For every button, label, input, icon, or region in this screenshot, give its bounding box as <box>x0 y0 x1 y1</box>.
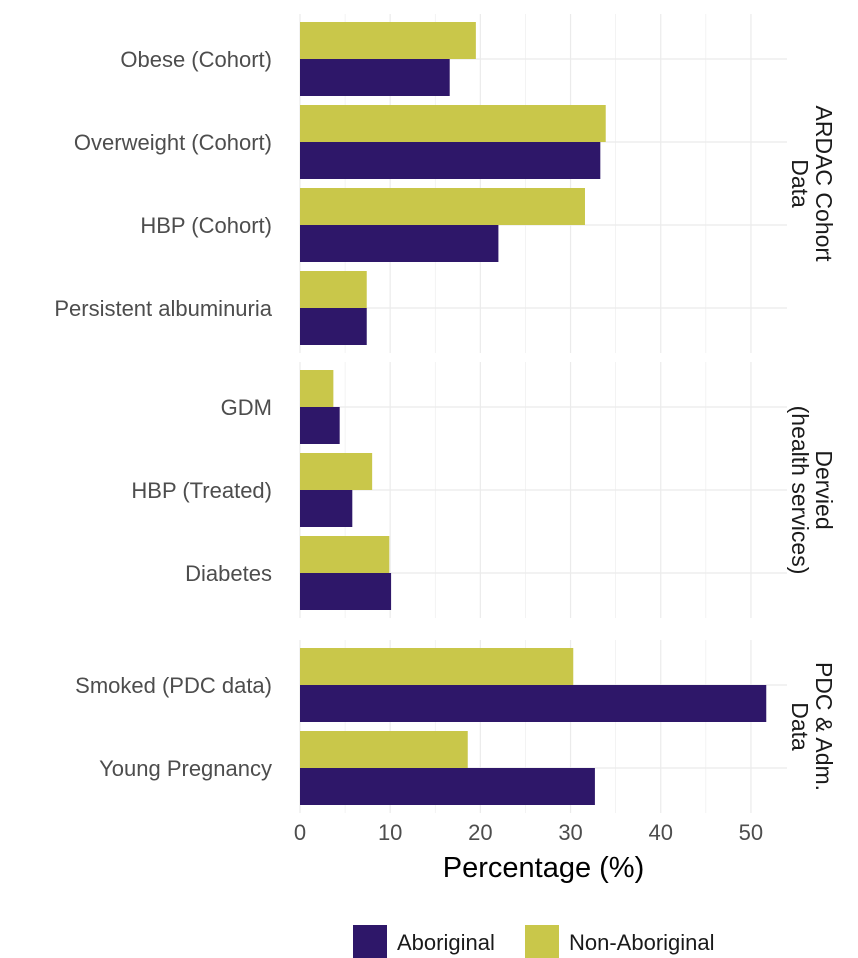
legend-key-aboriginal <box>353 925 387 958</box>
panel-2: GDM HBP (Treated) Diabetes Dervied(health s… <box>131 362 837 618</box>
y-tick-label: Young Pregnancy <box>99 756 272 781</box>
facet-strip-label: PDC & Adm.Data <box>787 662 837 791</box>
facet-strip-label: ARDAC CohortData <box>787 106 837 263</box>
panel-1: Obese (Cohort) Overweight (Cohort) HBP (Co… <box>54 14 837 353</box>
bar-non-aboriginal-gdm <box>300 370 334 407</box>
y-tick-label: Overweight (Cohort) <box>74 130 272 155</box>
bar-aboriginal-diabetes <box>300 573 392 610</box>
x-axis-title: Percentage (%) <box>443 852 645 884</box>
bar-non-aboriginal-hbp-treated <box>300 453 373 490</box>
bar-aboriginal-hbp-cohort <box>300 225 499 262</box>
x-tick-label: 50 <box>739 820 763 845</box>
bar-non-aboriginal-obese-cohort <box>300 22 476 59</box>
y-tick-label: GDM <box>221 395 272 420</box>
bar-non-aboriginal-diabetes <box>300 536 390 573</box>
y-tick-label: HBP (Cohort) <box>140 213 272 238</box>
facet-strip-label: Dervied(health services) <box>787 406 837 575</box>
bar-aboriginal-gdm <box>300 407 340 444</box>
bar-non-aboriginal-overweight-cohort <box>300 105 606 142</box>
x-tick-label: 20 <box>468 820 492 845</box>
y-tick-label: Smoked (PDC data) <box>75 673 272 698</box>
bar-non-aboriginal-hbp-cohort <box>300 188 585 225</box>
bar-non-aboriginal-smoked-pdc-data <box>300 648 574 685</box>
bar-aboriginal-overweight-cohort <box>300 142 601 179</box>
bar-non-aboriginal-persistent-albuminuria <box>300 271 367 308</box>
legend: Aboriginal Non-Aboriginal <box>353 925 715 958</box>
chart-panels: Obese (Cohort) Overweight (Cohort) HBP (Co… <box>54 14 837 813</box>
x-tick-label: 0 <box>294 820 306 845</box>
x-axis: 0 10 20 30 40 50 <box>294 820 763 845</box>
y-tick-label: Obese (Cohort) <box>120 47 272 72</box>
legend-key-non-aboriginal <box>525 925 559 958</box>
panel-3: Smoked (PDC data) Young Pregnancy PDC & Ad… <box>75 640 837 813</box>
bar-aboriginal-obese-cohort <box>300 59 450 96</box>
y-tick-label: Diabetes <box>185 561 272 586</box>
bar-non-aboriginal-young-pregnancy <box>300 731 468 768</box>
bar-aboriginal-young-pregnancy <box>300 768 595 805</box>
legend-label: Non-Aboriginal <box>569 930 715 955</box>
bar-aboriginal-persistent-albuminuria <box>300 308 367 345</box>
y-tick-label: HBP (Treated) <box>131 478 272 503</box>
x-tick-label: 30 <box>558 820 582 845</box>
y-tick-label: Persistent albuminuria <box>54 296 272 321</box>
bar-aboriginal-hbp-treated <box>300 490 353 527</box>
bar-aboriginal-smoked-pdc-data <box>300 685 767 722</box>
x-tick-label: 40 <box>648 820 672 845</box>
x-tick-label: 10 <box>378 820 402 845</box>
legend-label: Aboriginal <box>397 930 495 955</box>
